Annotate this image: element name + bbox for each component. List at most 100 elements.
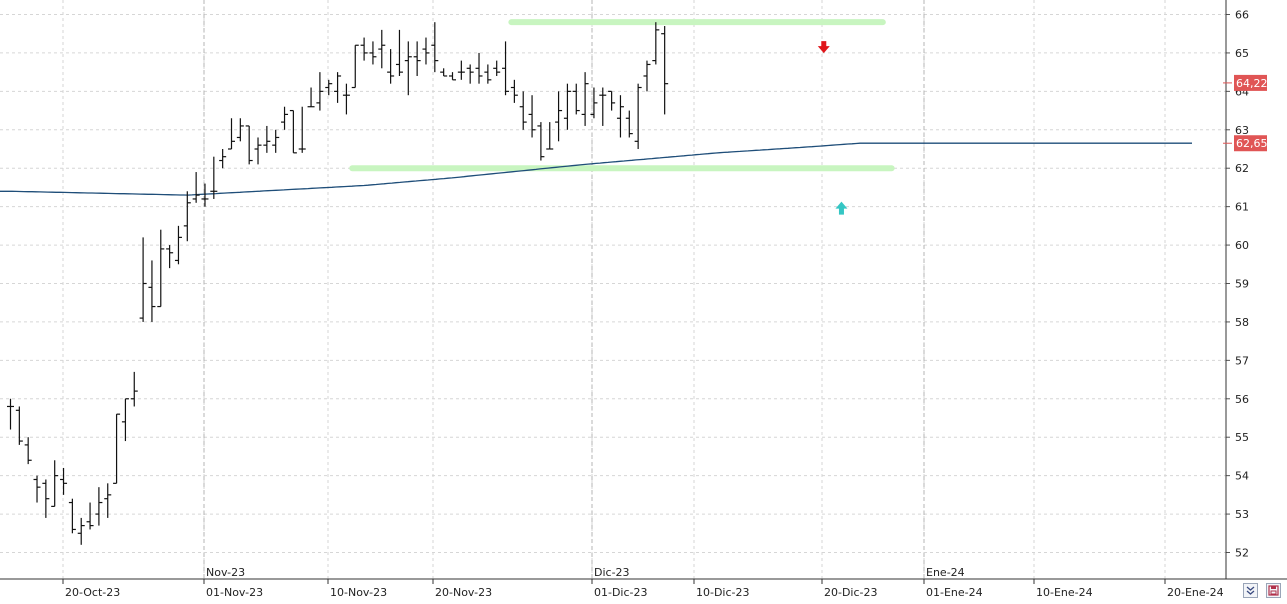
ohlc-bar [228,118,235,150]
ohlc-bar [272,129,280,153]
ohlc-bar [466,64,474,84]
ohlc-bar [219,149,227,169]
ohlc-bar [95,487,103,526]
moving-average-line [0,142,1192,196]
ohlc-bar [404,41,412,96]
month-label: Dic-23 [594,566,630,579]
save-button[interactable] [1266,583,1281,598]
ohlc-bar [431,22,439,73]
ohlc-bar [42,479,50,518]
ohlc-bar [236,118,244,142]
ohlc-bar [484,64,492,84]
y-tick-label: 58 [1235,316,1249,329]
ohlc-bar [325,79,333,96]
y-tick-label: 54 [1235,470,1249,483]
ohlc-bar [51,460,59,507]
ohlc-bar [581,72,589,126]
ohlc-bar [449,72,456,81]
ohlc-bar [210,156,218,199]
ohlc-bar [201,183,209,207]
ohlc-bar [528,95,536,138]
floppy-disk-icon [1268,585,1279,596]
ohlc-bar [139,237,147,322]
ohlc-bar [360,37,368,61]
ohlc-bar [77,517,85,545]
ohlc-bar [590,87,598,119]
ohlc-bar [192,172,200,203]
ohlc-bar [289,109,297,154]
ohlc-bar [413,41,421,76]
x-tick-label: 20-Nov-23 [435,586,492,599]
y-tick-label: 66 [1235,9,1249,22]
buy-arrow-icon [835,201,848,215]
ohlc-bar [616,95,624,138]
month-label: Ene-24 [926,566,965,579]
ohlc-bar [104,483,112,518]
ohlc-bar [121,398,129,442]
ohlc-bar [572,83,580,115]
signal-markers [817,41,848,215]
ohlc-bar [510,79,518,103]
ohlc-bar [563,83,571,130]
y-tick-label: 62 [1235,162,1249,175]
double-chevron-down-icon [1246,586,1255,595]
x-tick-label: 20-Oct-23 [65,586,120,599]
ohlc-bar [625,110,633,138]
ohlc-bar [307,87,315,108]
ohlc-bar [245,125,253,165]
ohlc-bar [661,26,669,115]
scroll-down-button[interactable] [1243,583,1258,598]
x-tick-label: 20-Ene-24 [1167,586,1224,599]
ohlc-bar [60,467,68,495]
x-tick-label: 01-Ene-24 [926,586,983,599]
ohlc-bar [298,106,306,153]
y-tick-label: 61 [1235,201,1249,214]
ohlc-bar [634,83,642,149]
ohlc-bar [281,106,289,130]
ohlc-bar [334,72,342,103]
ohlc-bar [86,502,94,530]
ohlc-bar [7,398,14,430]
ohlc-bar [643,60,651,92]
ohlc-bar [422,37,430,65]
ohlc-bar [599,87,607,126]
price-tag-box [1234,135,1267,152]
ohlc-bar [263,125,271,153]
ohlc-bar [537,122,545,161]
x-tick-label: 10-Dic-23 [696,586,750,599]
y-tick-label: 53 [1235,508,1249,521]
ohlc-bar [113,413,121,484]
grid [0,0,1226,579]
x-tick-label: 10-Ene-24 [1036,586,1093,599]
y-tick-label: 55 [1235,431,1249,444]
x-tick-label: 20-Dic-23 [824,586,878,599]
ohlc-bar [395,29,403,76]
ohlc-bar [493,60,501,76]
price-tag-1: 64,22 [1223,74,1268,91]
ohlc-bar [387,49,395,84]
ohlc-bar [33,475,41,503]
ohlc-bar [254,137,262,165]
ohlc-bar [475,52,483,84]
ohlc-bar [378,29,386,69]
y-tick-label: 63 [1235,124,1249,137]
support-resistance-lines [349,19,895,172]
y-tick-label: 56 [1235,393,1249,406]
price-tags: 64,22 62,65 [1223,74,1268,152]
ohlc-bar [555,91,563,142]
ohlc-bar [24,437,32,465]
ohlc-bar [369,41,377,65]
x-tick-label: 01-Nov-23 [206,586,263,599]
ohlc-bar [546,122,554,150]
ohlc-bar [157,229,165,308]
ohlc-bar [15,406,23,445]
y-tick-label: 65 [1235,47,1249,60]
ohlc-bar [440,68,448,77]
ohlc-bar [183,191,191,242]
ohlc-bar [608,90,616,111]
ohlc-bar [519,91,527,130]
ohlc-bars [7,22,669,545]
ohlc-bar [342,83,350,115]
